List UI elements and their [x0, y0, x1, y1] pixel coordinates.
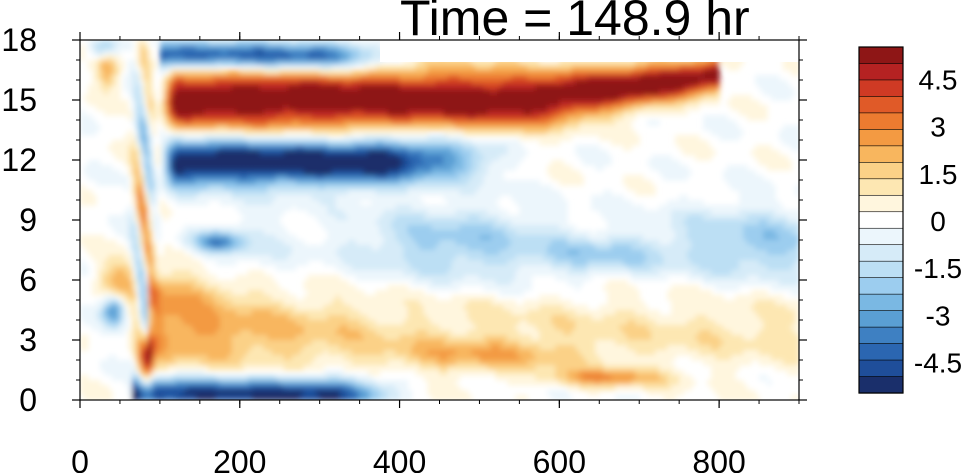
colorbar-tick-label: -3	[926, 300, 951, 331]
colorbar-swatch	[858, 310, 904, 328]
heatmap-field	[80, 40, 799, 400]
colorbar-swatch	[858, 63, 904, 81]
colorbar-swatch	[858, 194, 904, 213]
colorbar-swatch	[858, 260, 904, 279]
colorbar-tick-label: 1.5	[919, 159, 958, 190]
colorbar-swatch	[858, 178, 904, 196]
colorbar-swatch	[858, 227, 904, 246]
colorbar-swatch	[858, 277, 904, 295]
colorbar-swatch	[858, 359, 904, 378]
colorbar-swatch	[858, 162, 904, 180]
colorbar-frame	[858, 46, 904, 394]
colorbar-swatch	[858, 112, 904, 130]
colorbar: 4.5 3 1.5 0 -1.5 -3 -4.5	[858, 46, 962, 394]
y-tick-label: 18	[1, 22, 37, 58]
colorbar-swatch	[858, 145, 904, 163]
colorbar-tick-label: -4.5	[914, 348, 962, 379]
x-tick-label: 200	[213, 444, 266, 473]
colorbar-swatch	[858, 79, 904, 98]
x-tick-label: 400	[373, 444, 426, 473]
x-tick-label: 600	[533, 444, 586, 473]
colorbar-swatch	[858, 376, 904, 394]
colorbar-swatch	[858, 129, 904, 147]
colorbar-tick-label: 4.5	[919, 64, 958, 95]
x-axis: 0 200 400 600 800	[71, 32, 800, 473]
y-tick-label: 15	[1, 82, 37, 118]
colorbar-swatch	[858, 244, 904, 262]
colorbar-tick-label: 3	[930, 112, 946, 143]
colorbar-swatch	[858, 96, 904, 114]
colorbar-swatch	[858, 326, 904, 345]
title-mask	[380, 40, 799, 62]
y-tick-label: 6	[19, 262, 37, 298]
y-tick-label: 12	[1, 142, 37, 178]
colorbar-swatch	[858, 46, 904, 65]
colorbar-swatch	[858, 293, 904, 312]
x-tick-label: 0	[71, 444, 89, 473]
colorbar-swatch	[858, 343, 904, 361]
y-tick-label: 9	[19, 202, 37, 238]
y-tick-label: 3	[19, 322, 37, 358]
colorbar-swatch	[858, 211, 904, 229]
chart-title: Time = 148.9 hr	[400, 0, 750, 46]
colorbar-tick-label: -1.5	[914, 253, 962, 284]
colorbar-tick-label: 0	[930, 206, 946, 237]
y-tick-label: 0	[19, 382, 37, 418]
y-axis: 0 3 6 9 12 15 18	[1, 22, 807, 418]
x-tick-label: 800	[692, 444, 745, 473]
